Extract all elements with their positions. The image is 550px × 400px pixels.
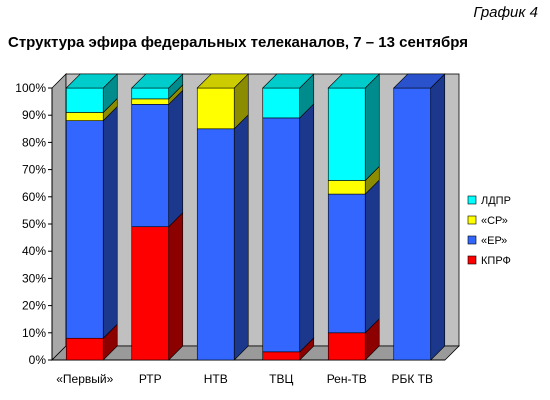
bar-segment: [65, 120, 104, 339]
bar-segment: [262, 87, 301, 119]
bar-segment-side: [168, 211, 184, 361]
y-tick-label: 70%: [22, 163, 46, 177]
y-tick-label: 80%: [22, 135, 46, 149]
bar-segment: [262, 117, 301, 353]
bar-segment-side: [299, 103, 315, 353]
bar-top-face: [393, 73, 446, 89]
x-tick-label: НТВ: [204, 372, 228, 386]
bar-top-face: [65, 73, 118, 89]
bar-stack: [262, 73, 315, 361]
bar-segment-side: [233, 114, 249, 361]
bar-stack: [65, 73, 118, 361]
x-tick-label: ТВЦ: [269, 372, 293, 386]
bar-segment: [65, 112, 104, 121]
bar-segment: [131, 226, 170, 361]
y-tick-label: 0%: [29, 353, 47, 367]
legend-swatch: [467, 215, 477, 225]
y-tick-label: 90%: [22, 108, 46, 122]
x-tick-label: «Первый»: [56, 372, 113, 386]
bar-segment: [131, 98, 170, 105]
bar-stack: [131, 73, 184, 361]
side-wall: [51, 73, 67, 361]
bar-top-face: [196, 73, 249, 89]
y-tick-label: 50%: [22, 217, 46, 231]
bar-segment-side: [430, 73, 446, 361]
bar-segment: [196, 87, 235, 130]
legend-label: ЛДПР: [481, 195, 511, 207]
bar-segment: [65, 337, 104, 361]
legend-label: КПРФ: [481, 255, 511, 267]
legend-label: «ЕР»: [481, 235, 507, 247]
bar-segment: [196, 128, 235, 361]
bar-segment-side: [168, 89, 184, 228]
y-tick-label: 60%: [22, 190, 46, 204]
x-tick-label: РБК ТВ: [391, 372, 433, 386]
y-tick-label: 10%: [22, 326, 46, 340]
bar-segment: [327, 180, 366, 195]
bar-segment: [131, 87, 170, 100]
y-tick-label: 40%: [22, 244, 46, 258]
bar-segment: [393, 87, 432, 361]
bar-segment: [327, 87, 366, 181]
legend-swatch: [467, 235, 477, 245]
y-tick-label: 30%: [22, 271, 46, 285]
chart-title: Структура эфира федеральных телеканалов,…: [8, 34, 468, 51]
legend-swatch: [467, 195, 477, 205]
x-tick-label: Рен-ТВ: [327, 372, 367, 386]
y-tick-label: 100%: [15, 81, 46, 95]
legend-swatch: [467, 255, 477, 265]
bar-top-face: [262, 73, 315, 89]
legend-label: «СР»: [481, 215, 508, 227]
bar-top-face: [131, 73, 184, 89]
bar-stack: [327, 73, 380, 361]
bar-top-face: [327, 73, 380, 89]
x-tick-label: РТР: [139, 372, 162, 386]
bar-segment: [262, 351, 301, 361]
bar-segment-side: [102, 105, 118, 339]
chart-number-label: График 4: [473, 4, 538, 21]
bar-stack: [196, 73, 249, 361]
y-tick-label: 20%: [22, 299, 46, 313]
bar-segment-side: [364, 179, 380, 334]
bar-segment: [327, 193, 366, 334]
bar-segment: [131, 104, 170, 228]
bar-stack: [393, 73, 446, 361]
bar-segment-side: [364, 73, 380, 182]
bar-segment: [327, 332, 366, 361]
bar-segment: [65, 87, 104, 113]
